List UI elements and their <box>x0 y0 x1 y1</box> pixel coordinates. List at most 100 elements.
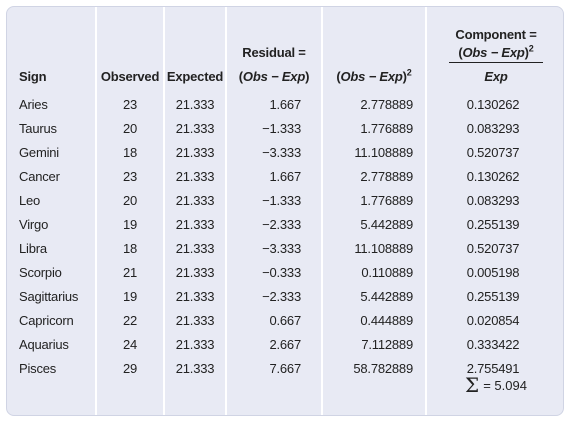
cell-residual: 7.667 <box>269 361 301 376</box>
header-component-fraction-bar <box>427 60 563 65</box>
cell-sign: Scorpio <box>19 265 62 280</box>
cell-sign: Libra <box>19 241 47 256</box>
residual-open-paren: ( <box>238 69 243 84</box>
cell-component: 0.520737 <box>466 241 520 256</box>
component-open-paren: ( <box>458 45 463 60</box>
squared-expression: Obs − Exp <box>340 69 403 84</box>
sum-value: = 5.094 <box>483 378 527 393</box>
cell-squared: 11.108889 <box>354 145 413 160</box>
cell-expected: 21.333 <box>175 145 215 160</box>
cell-observed: 19 <box>122 217 138 232</box>
cell-expected: 21.333 <box>175 313 215 328</box>
cell-component: 0.130262 <box>466 169 520 184</box>
cell-squared: 1.776889 <box>360 193 413 208</box>
cell-observed: 24 <box>122 337 138 352</box>
cell-observed: 21 <box>122 265 138 280</box>
header-component-numerator: (Obs − Exp)2 <box>427 43 563 61</box>
cell-component: 0.083293 <box>466 121 520 136</box>
column-sign: Sign Aries Taurus Gemini Cancer Leo Virgo Libr… <box>7 7 95 415</box>
cell-residual: −1.333 <box>262 121 301 136</box>
cell-observed: 23 <box>122 97 138 112</box>
header-component-denominator: Exp <box>484 69 508 84</box>
cell-sign: Gemini <box>19 145 59 160</box>
header-residual-line2: (Obs − Exp) <box>227 69 321 85</box>
column-observed: Observed 23 20 18 23 20 19 18 21 19 22 24 29 <box>95 7 163 415</box>
cell-squared: 2.778889 <box>360 169 413 184</box>
cell-component: 0.333422 <box>466 337 520 352</box>
header-component-line1: Component = <box>455 27 537 42</box>
cell-sign: Taurus <box>19 121 57 136</box>
cell-sign: Sagittarius <box>19 289 79 304</box>
cell-residual: −2.333 <box>262 217 301 232</box>
cell-expected: 21.333 <box>175 289 215 304</box>
cell-squared: 1.776889 <box>360 121 413 136</box>
component-close-paren: ) <box>524 45 529 60</box>
cell-component: 0.520737 <box>466 145 520 160</box>
residual-expression: Obs − Exp <box>242 69 306 84</box>
cell-component: 0.020854 <box>466 313 520 328</box>
data-table: Sign Aries Taurus Gemini Cancer Leo Virgo Libr… <box>7 7 563 415</box>
squared-close-paren: ) <box>402 69 407 84</box>
cell-sign: Cancer <box>19 169 60 184</box>
cell-observed: 20 <box>122 121 138 136</box>
header-residual-line1: Residual = <box>242 45 306 60</box>
cell-expected: 21.333 <box>175 241 215 256</box>
cell-component: 2.755491 <box>466 361 520 376</box>
squared-exponent: 2 <box>406 67 412 78</box>
column-residual: Residual = (Obs − Exp) 1.667 −1.333 −3.333… <box>225 7 321 415</box>
cell-sign: Virgo <box>19 217 49 232</box>
cell-squared: 2.778889 <box>360 97 413 112</box>
cell-observed: 29 <box>122 361 138 376</box>
cell-sign: Aries <box>19 97 48 112</box>
cell-sign: Capricorn <box>19 313 74 328</box>
cell-squared: 5.442889 <box>360 217 413 232</box>
header-squared: (Obs − Exp)2 <box>323 67 425 85</box>
cell-squared: 0.110889 <box>361 265 413 280</box>
header-expected: Expected <box>166 69 224 84</box>
cell-squared: 0.444889 <box>360 313 413 328</box>
cell-squared: 11.108889 <box>354 241 413 256</box>
cell-residual: 2.667 <box>269 337 301 352</box>
column-expected: Expected 21.333 21.333 21.333 21.333 21.333 2… <box>163 7 225 415</box>
cell-component: 0.005198 <box>466 265 520 280</box>
residual-close-paren: ) <box>305 69 310 84</box>
cell-residual: 1.667 <box>269 97 301 112</box>
cell-component: 0.255139 <box>466 289 520 304</box>
cell-component: 0.130262 <box>466 97 520 112</box>
column-component: Component = (Obs − Exp)2 Exp Σ = 5.094 0.… <box>425 7 563 415</box>
cell-expected: 21.333 <box>175 337 215 352</box>
sum-total: Σ = 5.094 <box>427 371 563 399</box>
cell-squared: 58.782889 <box>353 361 413 376</box>
cell-residual: −3.333 <box>262 145 301 160</box>
cell-expected: 21.333 <box>175 217 215 232</box>
cell-residual: −2.333 <box>262 289 301 304</box>
cell-residual: −3.333 <box>262 241 301 256</box>
cell-observed: 23 <box>122 169 138 184</box>
cell-residual: 0.667 <box>269 313 301 328</box>
cell-residual: 1.667 <box>269 169 301 184</box>
cell-sign: Leo <box>19 193 41 208</box>
cell-sign: Aquarius <box>19 337 69 352</box>
cell-component: 0.255139 <box>466 217 520 232</box>
cell-residual: −0.333 <box>262 265 301 280</box>
data-table-panel: Sign Aries Taurus Gemini Cancer Leo Virgo Libr… <box>6 6 564 416</box>
component-exponent: 2 <box>528 43 534 54</box>
column-squared: (Obs − Exp)2 2.778889 1.776889 11.108889 2.… <box>321 7 425 415</box>
cell-observed: 19 <box>122 289 138 304</box>
cell-squared: 5.442889 <box>360 289 413 304</box>
cell-expected: 21.333 <box>175 265 215 280</box>
sigma-icon: Σ <box>465 373 480 397</box>
cell-expected: 21.333 <box>175 97 215 112</box>
cell-sign: Pisces <box>19 361 57 376</box>
component-expression: Obs − Exp <box>462 45 525 60</box>
cell-observed: 18 <box>122 241 138 256</box>
cell-component: 0.083293 <box>466 193 520 208</box>
cell-expected: 21.333 <box>175 193 215 208</box>
cell-squared: 7.112889 <box>361 337 413 352</box>
squared-open-paren: ( <box>336 69 341 84</box>
cell-observed: 18 <box>122 145 138 160</box>
cell-residual: −1.333 <box>262 193 301 208</box>
header-observed: Observed <box>100 69 160 84</box>
cell-observed: 20 <box>122 193 138 208</box>
cell-observed: 22 <box>122 313 138 328</box>
